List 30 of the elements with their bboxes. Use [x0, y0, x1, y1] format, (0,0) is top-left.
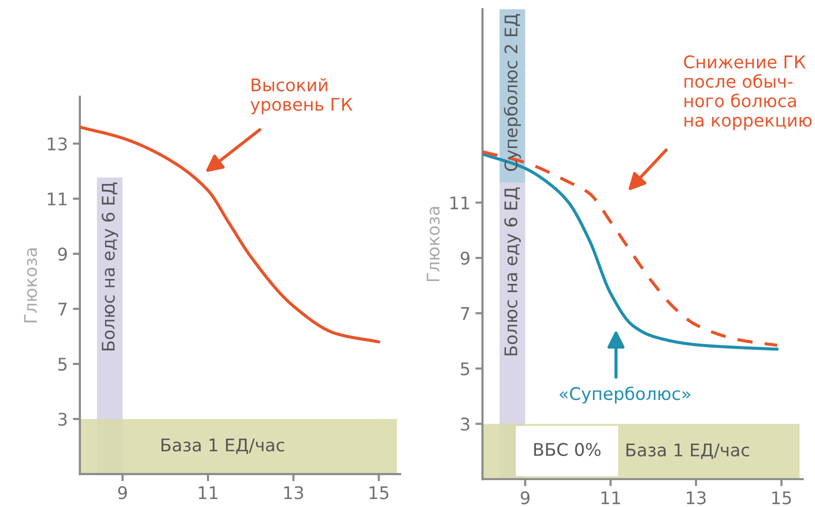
annotation: ВБС 0%	[534, 442, 601, 456]
annotation: Снижение ГК после обыч- ного болюса на коррекцию	[684, 55, 812, 130]
annotation: «Суперболюс»	[560, 386, 690, 404]
y-tick-label: 9	[460, 252, 470, 265]
band-label: База 1 ЕД/час	[626, 444, 750, 459]
y-tick-label: 13	[48, 137, 67, 150]
x-tick-label: 9	[118, 486, 127, 500]
band-label: База 1 ЕД/час	[162, 438, 284, 454]
x-tick-label: 15	[370, 486, 388, 500]
series-label: Болюс на еду 6 ЕД	[102, 182, 118, 350]
x-tick-label: 15	[772, 491, 791, 504]
series-label: Суперболюс 2 ЕД	[504, 14, 521, 171]
y-axis-title: Глюкоза	[24, 248, 38, 322]
y-tick-label: 11	[450, 196, 470, 210]
x-tick-label: 13	[686, 491, 706, 504]
y-tick-label: 11	[48, 192, 66, 206]
y-tick-label: 9	[58, 247, 67, 261]
series-label: Болюс на еду 6 ЕД	[504, 187, 521, 356]
y-tick-label: 7	[58, 302, 67, 316]
y-tick-label: 5	[58, 358, 67, 371]
y-tick-label: 7	[461, 307, 470, 320]
x-tick-label: 9	[520, 491, 530, 504]
x-tick-label: 13	[284, 486, 304, 500]
annotation: Высокий уровень ГК	[250, 78, 353, 114]
y-tick-label: 5	[460, 362, 470, 376]
y-tick-label: 3	[58, 412, 67, 426]
x-tick-label: 11	[601, 491, 620, 504]
y-tick-label: 3	[460, 418, 470, 431]
x-tick-label: 11	[198, 486, 218, 500]
y-axis-title: Глюкоза	[426, 207, 440, 282]
